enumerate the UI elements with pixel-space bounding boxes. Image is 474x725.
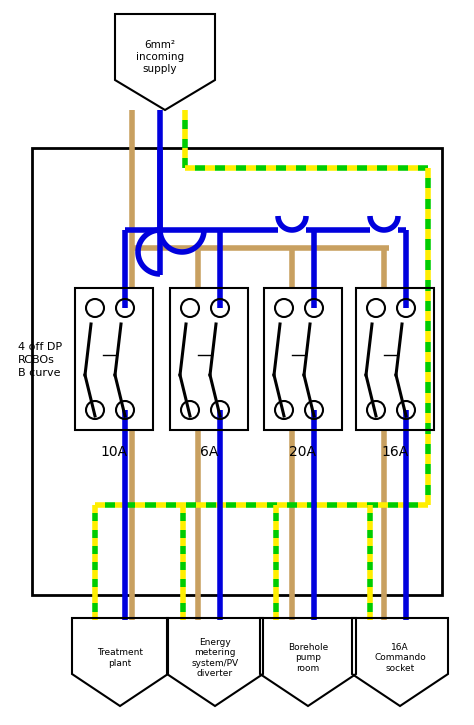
- Text: 20A: 20A: [290, 445, 317, 459]
- Text: 10A: 10A: [100, 445, 128, 459]
- Text: 16A: 16A: [382, 445, 409, 459]
- Bar: [170, 288, 248, 430]
- Text: Borehole
pump
room: Borehole pump room: [288, 643, 328, 673]
- Bar: [32, 148, 442, 595]
- Text: 6A: 6A: [200, 445, 218, 459]
- Text: Treatment
plant: Treatment plant: [97, 648, 143, 668]
- Text: 6mm²
incoming
supply: 6mm² incoming supply: [136, 40, 184, 75]
- Text: Energy
metering
system/PV
diverter: Energy metering system/PV diverter: [191, 638, 238, 678]
- Bar: [356, 288, 434, 430]
- Bar: [75, 288, 153, 430]
- Text: 16A
Commando
socket: 16A Commando socket: [374, 643, 426, 673]
- Bar: [264, 288, 342, 430]
- Text: 4 off DP
RCBOs
B curve: 4 off DP RCBOs B curve: [18, 341, 62, 378]
